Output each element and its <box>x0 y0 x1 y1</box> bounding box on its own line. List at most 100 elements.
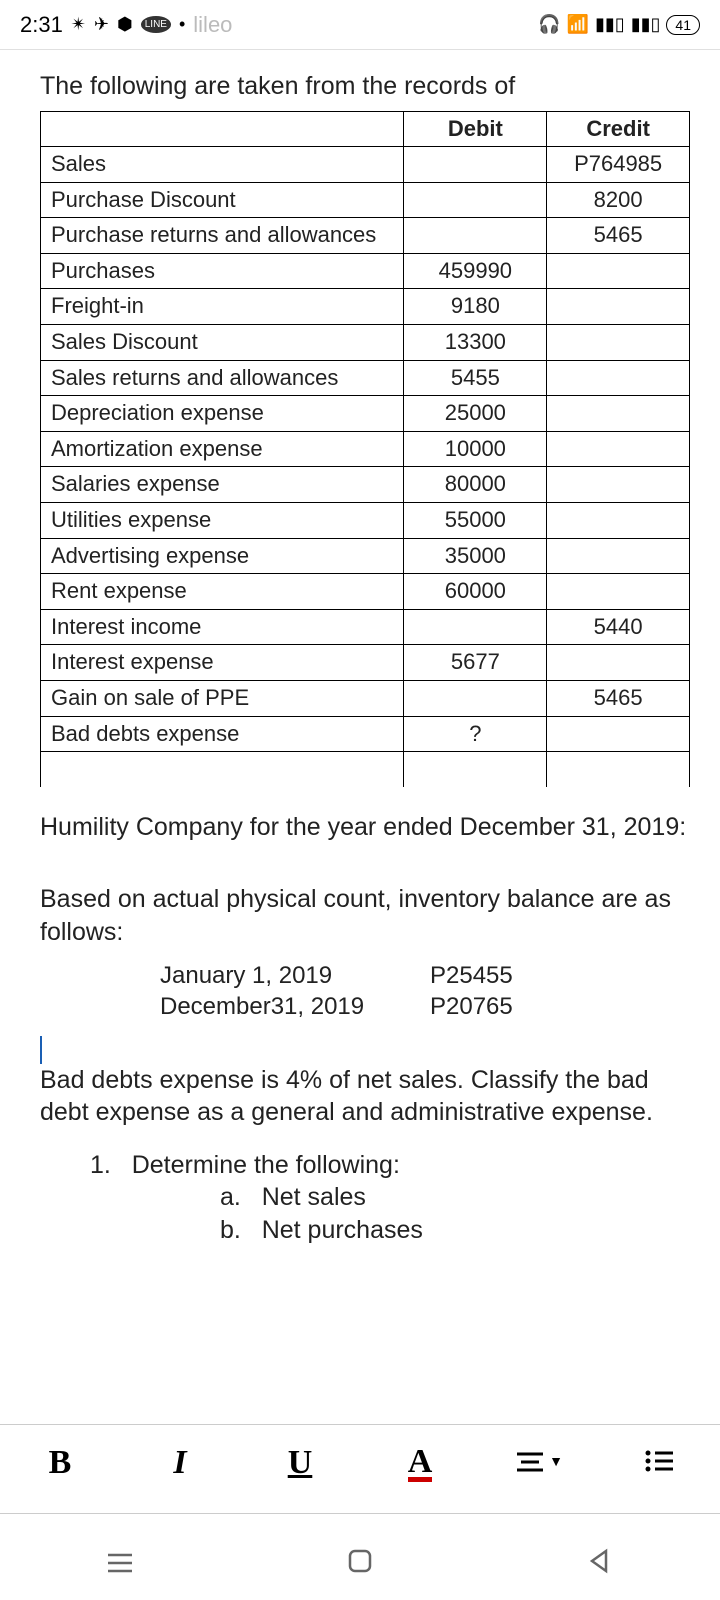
row-credit <box>547 253 690 289</box>
inv-value: P25455 <box>430 960 690 991</box>
row-credit <box>547 289 690 325</box>
status-bar: 2:31 ✴ ✈ ⬢ LINE • lileo 🎧 📶 ▮▮▯ ▮▮▯ 41 <box>0 0 720 50</box>
row-credit <box>547 325 690 361</box>
sub-text: Net sales <box>262 1183 366 1211</box>
row-label: Depreciation expense <box>41 396 404 432</box>
row-label: Freight-in <box>41 289 404 325</box>
row-debit: ? <box>404 716 547 752</box>
inventory-row: December31, 2019P20765 <box>40 991 690 1022</box>
align-button[interactable]: ▼ <box>510 1451 570 1475</box>
row-debit: 25000 <box>404 396 547 432</box>
accounts-table: Debit Credit SalesP764985Purchase Discou… <box>40 111 690 787</box>
underline-button[interactable]: U <box>270 1444 330 1482</box>
signal-icon-1: ▮▮▯ <box>595 14 625 35</box>
table-row: Rent expense60000 <box>41 574 690 610</box>
table-row: Gain on sale of PPE 5465 <box>41 681 690 717</box>
row-label: Gain on sale of PPE <box>41 681 404 717</box>
row-label: Interest income <box>41 609 404 645</box>
row-debit: 80000 <box>404 467 547 503</box>
row-debit <box>404 147 547 183</box>
send-icon: ✈ <box>94 14 109 35</box>
inv-date: December31, 2019 <box>40 991 430 1022</box>
row-label: Purchases <box>41 253 404 289</box>
row-label: Purchase returns and allowances <box>41 218 404 254</box>
row-debit: 35000 <box>404 538 547 574</box>
row-credit <box>547 360 690 396</box>
row-label: Purchase Discount <box>41 182 404 218</box>
back-button[interactable] <box>586 1547 614 1583</box>
cursor-line <box>40 1033 690 1064</box>
header-empty <box>41 111 404 147</box>
row-debit: 60000 <box>404 574 547 610</box>
notification-icon-1: ✴ <box>71 14 86 35</box>
table-row: Sales returns and allowances5455 <box>41 360 690 396</box>
intro-text: The following are taken from the records… <box>40 70 690 103</box>
inventory-block: January 1, 2019P25455December31, 2019P20… <box>40 960 690 1022</box>
table-row: Sales P764985 <box>41 147 690 183</box>
inventory-row: January 1, 2019P25455 <box>40 960 690 991</box>
row-debit: 55000 <box>404 503 547 539</box>
row-debit: 9180 <box>404 289 547 325</box>
question-1: 1. Determine the following: <box>40 1149 690 1182</box>
row-label: Sales <box>41 147 404 183</box>
table-row: Sales Discount13300 <box>41 325 690 361</box>
table-row: Bad debts expense? <box>41 716 690 752</box>
q-text: Determine the following: <box>132 1151 400 1179</box>
row-credit <box>547 467 690 503</box>
row-credit <box>547 538 690 574</box>
inv-date: January 1, 2019 <box>40 960 430 991</box>
header-debit: Debit <box>404 111 547 147</box>
table-row: Interest income 5440 <box>41 609 690 645</box>
status-right: 🎧 📶 ▮▮▯ ▮▮▯ 41 <box>538 14 700 35</box>
row-label: Amortization expense <box>41 431 404 467</box>
row-debit <box>404 182 547 218</box>
inv-value: P20765 <box>430 991 690 1022</box>
list-button[interactable] <box>630 1444 690 1482</box>
table-row: Purchase Discount 8200 <box>41 182 690 218</box>
row-label: Sales returns and allowances <box>41 360 404 396</box>
question-sub: a. Net sales <box>40 1181 690 1214</box>
sub-letter: b. <box>220 1216 241 1244</box>
row-label: Bad debts expense <box>41 716 404 752</box>
row-label: Advertising expense <box>41 538 404 574</box>
home-button[interactable] <box>346 1547 374 1583</box>
italic-button[interactable]: I <box>150 1444 210 1482</box>
row-debit: 10000 <box>404 431 547 467</box>
row-debit: 5677 <box>404 645 547 681</box>
table-row: Utilities expense55000 <box>41 503 690 539</box>
row-credit <box>547 503 690 539</box>
row-label: Salaries expense <box>41 467 404 503</box>
row-label: Sales Discount <box>41 325 404 361</box>
question-sub: b. Net purchases <box>40 1214 690 1247</box>
row-credit: 5465 <box>547 681 690 717</box>
row-credit: 5440 <box>547 609 690 645</box>
status-left: 2:31 ✴ ✈ ⬢ LINE • lileo <box>20 12 232 38</box>
row-credit <box>547 645 690 681</box>
row-debit <box>404 218 547 254</box>
table-row: Amortization expense10000 <box>41 431 690 467</box>
row-credit: P764985 <box>547 147 690 183</box>
row-credit <box>547 574 690 610</box>
row-debit: 459990 <box>404 253 547 289</box>
table-row: Purchases459990 <box>41 253 690 289</box>
text-color-button[interactable]: A <box>390 1443 450 1483</box>
row-credit: 8200 <box>547 182 690 218</box>
row-label: Interest expense <box>41 645 404 681</box>
headphone-icon: 🎧 <box>538 14 560 35</box>
document-content[interactable]: The following are taken from the records… <box>0 50 720 1246</box>
row-credit: 5465 <box>547 218 690 254</box>
q-num: 1. <box>90 1151 111 1179</box>
row-debit: 13300 <box>404 325 547 361</box>
table-row: Depreciation expense25000 <box>41 396 690 432</box>
dot-icon: • <box>179 14 185 35</box>
row-credit <box>547 396 690 432</box>
recent-apps-button[interactable] <box>106 1548 134 1582</box>
header-credit: Credit <box>547 111 690 147</box>
carrier-text: lileo <box>193 12 232 38</box>
sub-letter: a. <box>220 1183 241 1211</box>
bold-button[interactable]: B <box>30 1444 90 1482</box>
row-debit <box>404 609 547 645</box>
notification-icon-2: ⬢ <box>117 14 133 35</box>
status-time: 2:31 <box>20 12 63 38</box>
bad-debts-text: Bad debts expense is 4% of net sales. Cl… <box>40 1064 690 1129</box>
